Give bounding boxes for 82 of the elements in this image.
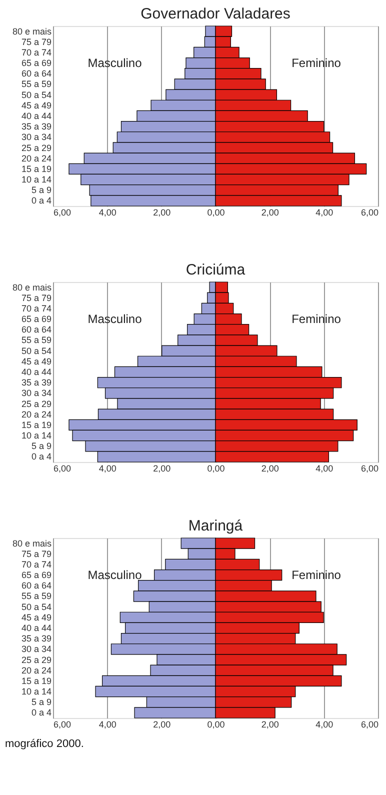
y-tick-label: 75 a 79 (21, 548, 52, 559)
y-tick-label: 65 a 69 (21, 58, 52, 68)
y-tick-label: 55 a 59 (21, 591, 52, 602)
x-tick-label: 0,00 (207, 720, 225, 730)
x-tick-label: 2,00 (153, 720, 171, 730)
y-tick-label: 0 a 4 (31, 452, 52, 462)
y-tick-label: 70 a 74 (21, 47, 52, 58)
x-tick-label: 6,00 (54, 208, 72, 218)
y-tick-label: 40 a 44 (21, 623, 52, 633)
y-tick-label: 70 a 74 (21, 559, 52, 570)
y-tick-label: 50 a 54 (21, 346, 52, 356)
y-tick-label: 20 a 24 (21, 409, 52, 420)
y-tick-label: 30 a 34 (21, 644, 52, 654)
y-tick-label: 35 a 39 (21, 634, 52, 644)
x-tick-label: 4,00 (98, 208, 116, 218)
y-tick-label: 60 a 64 (21, 580, 52, 591)
y-tick-label: 25 a 29 (21, 654, 52, 665)
x-tick-label: 4,00 (98, 720, 116, 730)
y-tick-label: 75 a 79 (21, 292, 52, 303)
x-tick-label: 2,00 (261, 208, 279, 218)
x-tick-label: 6,00 (54, 464, 72, 474)
y-tick-label: 70 a 74 (21, 303, 52, 314)
x-tick-label: 4,00 (316, 208, 334, 218)
text: Masculino (88, 56, 142, 70)
series-label: Feminino (292, 568, 342, 582)
series-label: Masculino (88, 568, 142, 582)
y-tick-label: 10 a 14 (21, 430, 52, 441)
text: Feminino (292, 56, 342, 70)
x-tick-label: 4,00 (316, 720, 334, 730)
text: Masculino (88, 312, 142, 326)
y-tick-label: 15 a 19 (21, 676, 52, 686)
y-tick-label: 55 a 59 (21, 335, 52, 346)
y-tick-label: 40 a 44 (21, 367, 52, 377)
chart-title: Governador Valadares (140, 6, 290, 23)
y-tick-label: 0 a 4 (31, 196, 52, 206)
y-tick-label: 5 a 9 (31, 697, 52, 708)
x-tick-label: 6,00 (360, 720, 378, 730)
y-tick-label: 5 a 9 (31, 441, 52, 452)
y-tick-label: 5 a 9 (31, 185, 52, 196)
y-tick-label: 15 a 19 (21, 420, 52, 430)
chart-title: Maringá (188, 518, 244, 535)
y-tick-label: 80 e mais (12, 26, 52, 36)
y-tick-label: 20 a 24 (21, 153, 52, 164)
y-tick-label: 10 a 14 (21, 174, 52, 185)
x-tick-label: 2,00 (261, 464, 279, 474)
y-tick-label: 35 a 39 (21, 122, 52, 132)
text: mográfico 2000. (5, 738, 84, 750)
x-tick-label: 2,00 (153, 464, 171, 474)
y-tick-label: 80 e mais (12, 538, 52, 548)
x-tick-label: 2,00 (261, 720, 279, 730)
y-tick-label: 80 e mais (12, 282, 52, 292)
y-tick-label: 65 a 69 (21, 570, 52, 580)
y-tick-label: 45 a 49 (21, 356, 52, 366)
y-tick-label: 10 a 14 (21, 686, 52, 697)
x-tick-label: 0,00 (207, 208, 225, 218)
x-tick-label: 4,00 (316, 464, 334, 474)
y-tick-label: 50 a 54 (21, 602, 52, 612)
y-tick-label: 55 a 59 (21, 79, 52, 90)
y-tick-label: 40 a 44 (21, 111, 52, 121)
y-tick-label: 25 a 29 (21, 142, 52, 153)
y-tick-label: 30 a 34 (21, 388, 52, 398)
y-tick-label: 15 a 19 (21, 164, 52, 174)
text: Feminino (292, 312, 342, 326)
y-tick-label: 60 a 64 (21, 68, 52, 79)
y-tick-label: 0 a 4 (31, 708, 52, 718)
y-tick-label: 65 a 69 (21, 314, 52, 324)
y-tick-label: 45 a 49 (21, 612, 52, 622)
x-tick-label: 4,00 (98, 464, 116, 474)
x-tick-label: 6,00 (54, 720, 72, 730)
y-tick-label: 75 a 79 (21, 36, 52, 47)
y-tick-label: 50 a 54 (21, 90, 52, 100)
x-tick-label: 6,00 (360, 464, 378, 474)
x-tick-label: 2,00 (153, 208, 171, 218)
y-tick-label: 45 a 49 (21, 100, 52, 110)
y-tick-label: 20 a 24 (21, 665, 52, 676)
y-tick-label: 25 a 29 (21, 398, 52, 409)
y-tick-label: 30 a 34 (21, 132, 52, 142)
y-tick-label: 60 a 64 (21, 324, 52, 335)
x-tick-label: 0,00 (207, 464, 225, 474)
y-tick-label: 35 a 39 (21, 378, 52, 388)
x-tick-label: 6,00 (360, 208, 378, 218)
chart-title: Criciúma (186, 262, 246, 279)
